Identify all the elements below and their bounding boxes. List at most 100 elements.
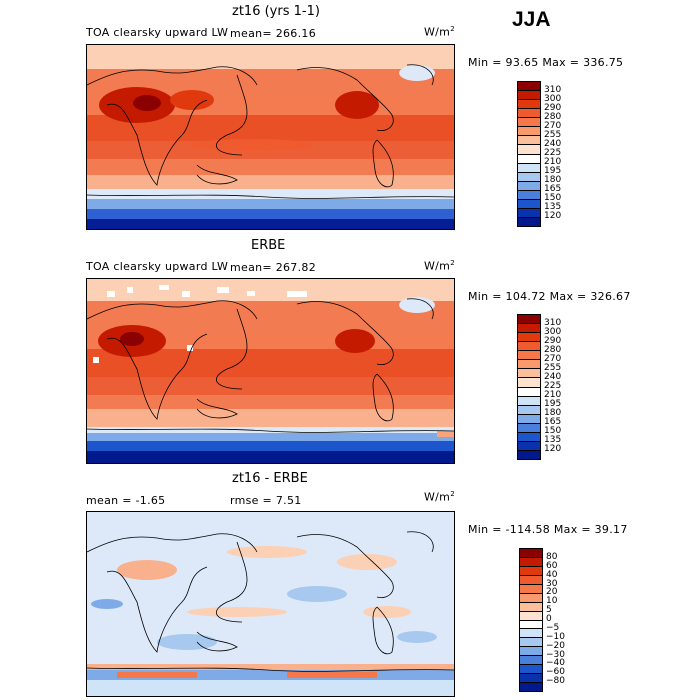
- colorbar-swatch: [520, 629, 542, 639]
- panel-2-title: ERBE: [251, 238, 286, 253]
- colorbar-tick-label: 290: [544, 103, 562, 113]
- colorbar-swatch: [518, 154, 540, 164]
- colorbar-swatch: [520, 557, 542, 567]
- colorbar-tick-label: 210: [544, 157, 562, 167]
- colorbar-swatch: [518, 405, 540, 415]
- colorbar-tick-label: 40: [546, 569, 558, 580]
- panel-3-minmax: Min = -114.58 Max = 39.17: [468, 523, 628, 536]
- colorbar-tick-label: −60: [546, 667, 565, 678]
- colorbar-tick-label: 5: [546, 605, 552, 616]
- colorbar-tick-label: −80: [546, 676, 565, 687]
- colorbar-swatch: [518, 387, 540, 397]
- colorbar-swatch: [518, 172, 540, 182]
- colorbar-swatch: [518, 396, 540, 406]
- colorbar-tick-label: 10: [546, 596, 558, 607]
- colorbar-swatch: [520, 602, 542, 612]
- colorbar-swatch: [518, 163, 540, 173]
- panel-2-minmax: Min = 104.72 Max = 326.67: [468, 290, 631, 303]
- panel-3-colorbar: [519, 548, 543, 692]
- colorbar-swatch: [518, 369, 540, 379]
- colorbar-tick-label: 270: [544, 354, 562, 364]
- colorbar-swatch: [520, 638, 542, 648]
- colorbar-swatch: [518, 145, 540, 155]
- panel-1-map: [86, 44, 455, 230]
- colorbar-swatch: [518, 423, 540, 433]
- colorbar-tick-label: 225: [544, 148, 562, 158]
- colorbar-swatch: [518, 315, 540, 325]
- colorbar-swatch: [520, 674, 542, 684]
- colorbar-swatch: [518, 91, 540, 101]
- colorbar-tick-label: 300: [544, 94, 562, 104]
- colorbar-swatch: [518, 378, 540, 388]
- panel-3-rmse-label: rmse = 7.51: [230, 494, 302, 507]
- panel-1-title: zt16 (yrs 1-1): [232, 4, 320, 19]
- colorbar-swatch: [518, 441, 540, 451]
- colorbar-tick-label: 310: [544, 85, 562, 95]
- season-label: JJA: [512, 8, 551, 31]
- colorbar-tick-label: 180: [544, 408, 562, 418]
- colorbar-swatch: [518, 190, 540, 200]
- colorbar-tick-label: 280: [544, 345, 562, 355]
- colorbar-tick-label: 195: [544, 166, 562, 176]
- colorbar-swatch: [520, 620, 542, 630]
- panel-3-mean-label: mean = -1.65: [86, 494, 166, 507]
- colorbar-tick-label: 255: [544, 363, 562, 373]
- colorbar-swatch: [520, 611, 542, 621]
- colorbar-swatch: [520, 656, 542, 666]
- colorbar-tick-label: 240: [544, 139, 562, 149]
- colorbar-swatch: [520, 584, 542, 594]
- colorbar-swatch: [518, 414, 540, 424]
- colorbar-swatch: [518, 450, 540, 459]
- colorbar-swatch: [518, 360, 540, 370]
- colorbar-tick-label: 225: [544, 381, 562, 391]
- colorbar-tick-label: 120: [544, 211, 562, 221]
- colorbar-swatch: [518, 199, 540, 209]
- colorbar-tick-label: 210: [544, 390, 562, 400]
- colorbar-swatch: [520, 683, 542, 691]
- panel-3-title: zt16 - ERBE: [232, 471, 308, 486]
- panel-2-colorbar: [517, 314, 541, 460]
- colorbar-tick-label: 270: [544, 121, 562, 131]
- colorbar-swatch: [520, 665, 542, 675]
- colorbar-tick-label: 180: [544, 175, 562, 185]
- panel-1-colorbar: [517, 81, 541, 227]
- colorbar-swatch: [518, 333, 540, 343]
- panel-2-field-label: TOA clearsky upward LW: [86, 260, 229, 273]
- colorbar-swatch: [518, 217, 540, 226]
- panel-1-field-label: TOA clearsky upward LW: [86, 26, 229, 39]
- colorbar-swatch: [520, 575, 542, 585]
- colorbar-swatch: [520, 593, 542, 603]
- colorbar-swatch: [518, 324, 540, 334]
- colorbar-tick-label: 150: [544, 426, 562, 436]
- colorbar-tick-label: −30: [546, 649, 565, 660]
- colorbar-swatch: [518, 342, 540, 352]
- colorbar-tick-label: 195: [544, 399, 562, 409]
- colorbar-swatch: [518, 109, 540, 119]
- panel-1-minmax: Min = 93.65 Max = 336.75: [468, 56, 624, 69]
- panel-2-units: W/m2: [424, 259, 455, 273]
- colorbar-swatch: [518, 127, 540, 137]
- colorbar-tick-label: 165: [544, 417, 562, 427]
- colorbar-tick-label: −5: [546, 622, 560, 633]
- colorbar-tick-label: 135: [544, 202, 562, 212]
- panel-1-mean-label: mean= 266.16: [230, 27, 316, 40]
- colorbar-tick-label: 150: [544, 193, 562, 203]
- colorbar-tick-label: 290: [544, 336, 562, 346]
- colorbar-tick-label: 165: [544, 184, 562, 194]
- colorbar-swatch: [520, 647, 542, 657]
- colorbar-swatch: [518, 82, 540, 92]
- panel-3-colorbar-ticks: 80 60 40 30 20 10 5 0 −5 −10 −20 −30 −40…: [546, 548, 586, 690]
- colorbar-tick-label: 300: [544, 327, 562, 337]
- colorbar-tick-label: 255: [544, 130, 562, 140]
- colorbar-swatch: [518, 136, 540, 146]
- panel-3-map: [86, 511, 455, 697]
- colorbar-swatch: [518, 351, 540, 361]
- colorbar-tick-label: −20: [546, 640, 565, 651]
- colorbar-swatch: [518, 208, 540, 218]
- colorbar-tick-label: 80: [546, 551, 558, 562]
- colorbar-swatch: [520, 566, 542, 576]
- colorbar-tick-label: 310: [544, 318, 562, 328]
- colorbar-tick-label: 280: [544, 112, 562, 122]
- colorbar-tick-label: 20: [546, 587, 558, 598]
- colorbar-tick-label: 0: [546, 614, 552, 624]
